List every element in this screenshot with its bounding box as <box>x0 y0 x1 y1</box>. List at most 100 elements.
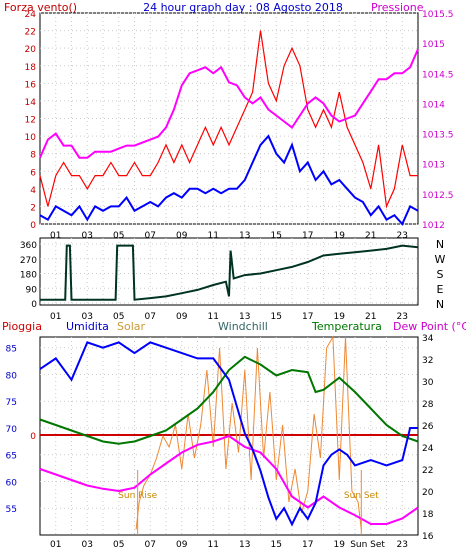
left-tick-label: 10 <box>25 133 37 143</box>
panel3-legend: Pioggia Umidita Solar Windchill Temperatura D… <box>2 320 466 333</box>
x-tick-label: 19 <box>334 312 346 322</box>
temperature-series-line <box>39 355 419 445</box>
x-tick-label: 13 <box>239 540 250 550</box>
temperature-tick-label: 30 <box>422 378 434 388</box>
humidity-series-line <box>39 341 418 527</box>
right-tick-label: 1013 <box>422 161 445 171</box>
x-tick-label: 05 <box>113 540 124 550</box>
wind-pressure-chart: Forza vento() 24 hour graph day : 08 Ago… <box>4 1 454 241</box>
left-tick-label: 22 <box>25 28 36 38</box>
panel3-grid <box>40 337 418 535</box>
x-tick-label: 01 <box>50 312 61 322</box>
left-tick-label: 18 <box>25 63 37 73</box>
panel2-left-ticks: 0 90 180 270 360 <box>20 241 37 310</box>
x-tick-label: 07 <box>145 231 156 241</box>
humidity-tick-label: 65 <box>6 452 17 462</box>
dewpoint-series-line <box>39 434 419 525</box>
panel1-series <box>39 30 419 226</box>
temperature-tick-label: 34 <box>422 334 434 344</box>
legend-entry: Solar <box>117 320 146 333</box>
x-tick-label: 13 <box>239 231 250 241</box>
x-tick-label: 09 <box>176 231 188 241</box>
left-tick-label: 2 <box>30 203 36 213</box>
right-tick-label: 1013.5 <box>422 131 454 141</box>
left-tick-label: 0 <box>30 221 36 231</box>
gust-series-line <box>39 30 418 209</box>
x-tick-label: 09 <box>176 312 188 322</box>
temperature-tick-label: 16 <box>422 532 434 542</box>
direction-tick-label: 360 <box>20 241 37 251</box>
x-tick-label: 03 <box>82 231 93 241</box>
humidity-tick-label: 85 <box>6 345 17 355</box>
x-tick-label: 19 <box>334 231 346 241</box>
right-tick-label: 1014.5 <box>422 70 454 80</box>
x-tick-label: 15 <box>271 540 282 550</box>
panel1-right-axis-title: Pressione <box>371 1 424 14</box>
right-tick-label: 1015 <box>422 40 445 50</box>
x-tick-label: 23 <box>397 231 408 241</box>
x-tick-label: 17 <box>302 312 313 322</box>
panel3-right-ticks: 16 18 20 22 24 26 28 30 32 34 <box>422 334 434 542</box>
x-tick-label: 05 <box>113 231 124 241</box>
humidity-tick-label: 80 <box>6 371 18 381</box>
left-tick-label: 16 <box>25 80 37 90</box>
panel3-x-ticks: 01 03 05 07 09 11 13 15 17 19 23 Sun Set <box>50 540 408 550</box>
x-tick-label: 21 <box>365 231 376 241</box>
x-tick-label: 19 <box>334 540 346 550</box>
humidity-tick-label: 75 <box>6 398 17 408</box>
left-tick-label: 4 <box>30 186 36 196</box>
left-tick-label: 14 <box>25 98 37 108</box>
panel3-left-ticks: 55 60 65 70 75 80 85 <box>6 345 18 516</box>
right-tick-label: 1012.5 <box>422 191 454 201</box>
temperature-tick-label: 28 <box>422 400 434 410</box>
panel1-x-ticks: 01 03 05 07 09 11 13 15 17 19 21 23 <box>50 231 408 241</box>
panel2-x-ticks: 01 03 05 07 09 11 13 15 17 19 21 23 <box>50 312 408 322</box>
x-tick-label: 15 <box>271 231 282 241</box>
legend-entry: Pioggia <box>2 320 42 333</box>
legend-entry: Windchill <box>218 320 268 333</box>
right-tick-label: 1012 <box>422 221 445 231</box>
x-tick-label: 03 <box>82 540 93 550</box>
compass-label: N <box>436 298 444 311</box>
right-tick-label: 1015.5 <box>422 10 454 20</box>
panel2-series <box>40 244 419 301</box>
temperature-tick-label: 32 <box>422 356 433 366</box>
x-tick-label: 05 <box>113 312 124 322</box>
x-tick-label: 11 <box>208 540 219 550</box>
sun-event-label: Sun Rise <box>118 491 157 501</box>
pressure-series-line <box>39 48 419 159</box>
humidity-tick-label: 55 <box>6 505 17 515</box>
rain-value-label: 0 <box>30 432 36 442</box>
temperature-tick-label: 24 <box>422 444 434 454</box>
compass-label: W <box>435 253 446 266</box>
left-tick-label: 12 <box>25 116 36 126</box>
wind-series-line <box>39 134 419 226</box>
panel1-left-axis-title: Forza vento() <box>4 1 77 14</box>
left-tick-label: 20 <box>25 45 37 55</box>
x-tick-label: 11 <box>208 231 219 241</box>
humidity-tick-label: 60 <box>6 478 18 488</box>
right-tick-label: 1014 <box>422 100 445 110</box>
x-tick-label: 23 <box>397 312 408 322</box>
legend-entry: Umidita <box>66 320 109 333</box>
left-tick-label: 6 <box>30 168 36 178</box>
compass-label: S <box>437 268 444 281</box>
temperature-tick-label: 22 <box>422 466 433 476</box>
x-tick-label: 15 <box>271 312 282 322</box>
legend-entry: Temperatura <box>311 320 382 333</box>
panel3-series: 0 Sun Rise Sun Set <box>30 335 419 535</box>
direction-tick-label: 90 <box>26 285 38 295</box>
sun-event-label: Sun Set <box>344 491 379 501</box>
temperature-tick-label: 26 <box>422 422 434 432</box>
x-sunset-label: Sun Set <box>350 540 385 550</box>
compass-label: N <box>436 238 444 251</box>
x-tick-label: 03 <box>82 312 93 322</box>
x-tick-label: 07 <box>145 540 156 550</box>
left-tick-label: 24 <box>25 10 37 20</box>
humidity-tick-label: 70 <box>6 425 18 435</box>
direction-series-line <box>40 244 419 301</box>
legend-entry: Dew Point (°C) <box>393 320 466 333</box>
